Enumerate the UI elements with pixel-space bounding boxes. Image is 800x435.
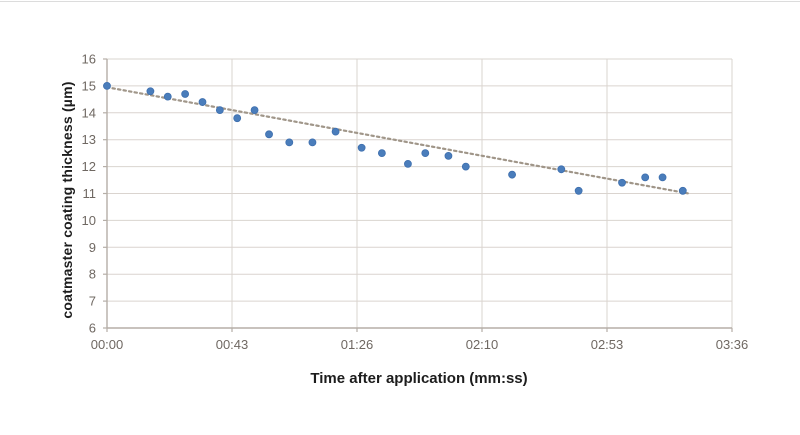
data-point <box>163 92 172 101</box>
data-point <box>557 165 566 174</box>
y-axis-title: coatmaster coating thickness (µm) <box>59 81 75 319</box>
data-point <box>265 130 273 139</box>
data-point <box>618 178 626 187</box>
x-tick-label: 02:10 <box>466 337 499 352</box>
y-tick-label: 14 <box>82 105 96 120</box>
data-point <box>508 170 516 179</box>
data-point <box>658 173 667 182</box>
data-point <box>250 106 259 115</box>
x-tick-label: 02:53 <box>591 337 624 352</box>
y-tick-label: 12 <box>82 159 96 174</box>
x-axis-title: Time after application (mm:ss) <box>310 370 528 387</box>
data-point <box>641 173 650 182</box>
trendline <box>105 86 690 195</box>
data-point <box>421 149 430 158</box>
data-point <box>678 186 687 195</box>
y-tick-label: 16 <box>82 52 96 67</box>
data-point <box>146 87 155 96</box>
data-point <box>198 98 207 106</box>
y-tick-label: 11 <box>83 186 97 201</box>
data-point <box>215 106 224 115</box>
data-point <box>444 151 453 160</box>
data-point <box>404 160 412 168</box>
y-tick-label: 10 <box>82 213 96 228</box>
data-point <box>308 138 317 147</box>
data-point <box>181 90 190 98</box>
x-tick-label: 03:36 <box>716 337 749 352</box>
y-tick-label: 15 <box>82 78 96 93</box>
y-tick-label: 6 <box>89 321 96 336</box>
data-point <box>233 114 242 123</box>
x-tick-label: 00:00 <box>91 337 124 352</box>
x-tick-label: 00:43 <box>216 337 249 352</box>
data-point <box>103 82 111 90</box>
data-point <box>461 162 470 171</box>
data-point <box>574 186 583 195</box>
y-tick-label: 9 <box>89 240 96 255</box>
y-tick-label: 13 <box>82 132 96 147</box>
data-point <box>357 143 366 152</box>
page-top-border <box>0 1 800 2</box>
data-point <box>285 138 294 147</box>
data-point <box>377 149 386 158</box>
x-tick-label: 01:26 <box>341 337 374 352</box>
data-point <box>331 127 340 136</box>
y-tick-label: 8 <box>89 267 96 282</box>
y-tick-label: 7 <box>89 294 96 309</box>
